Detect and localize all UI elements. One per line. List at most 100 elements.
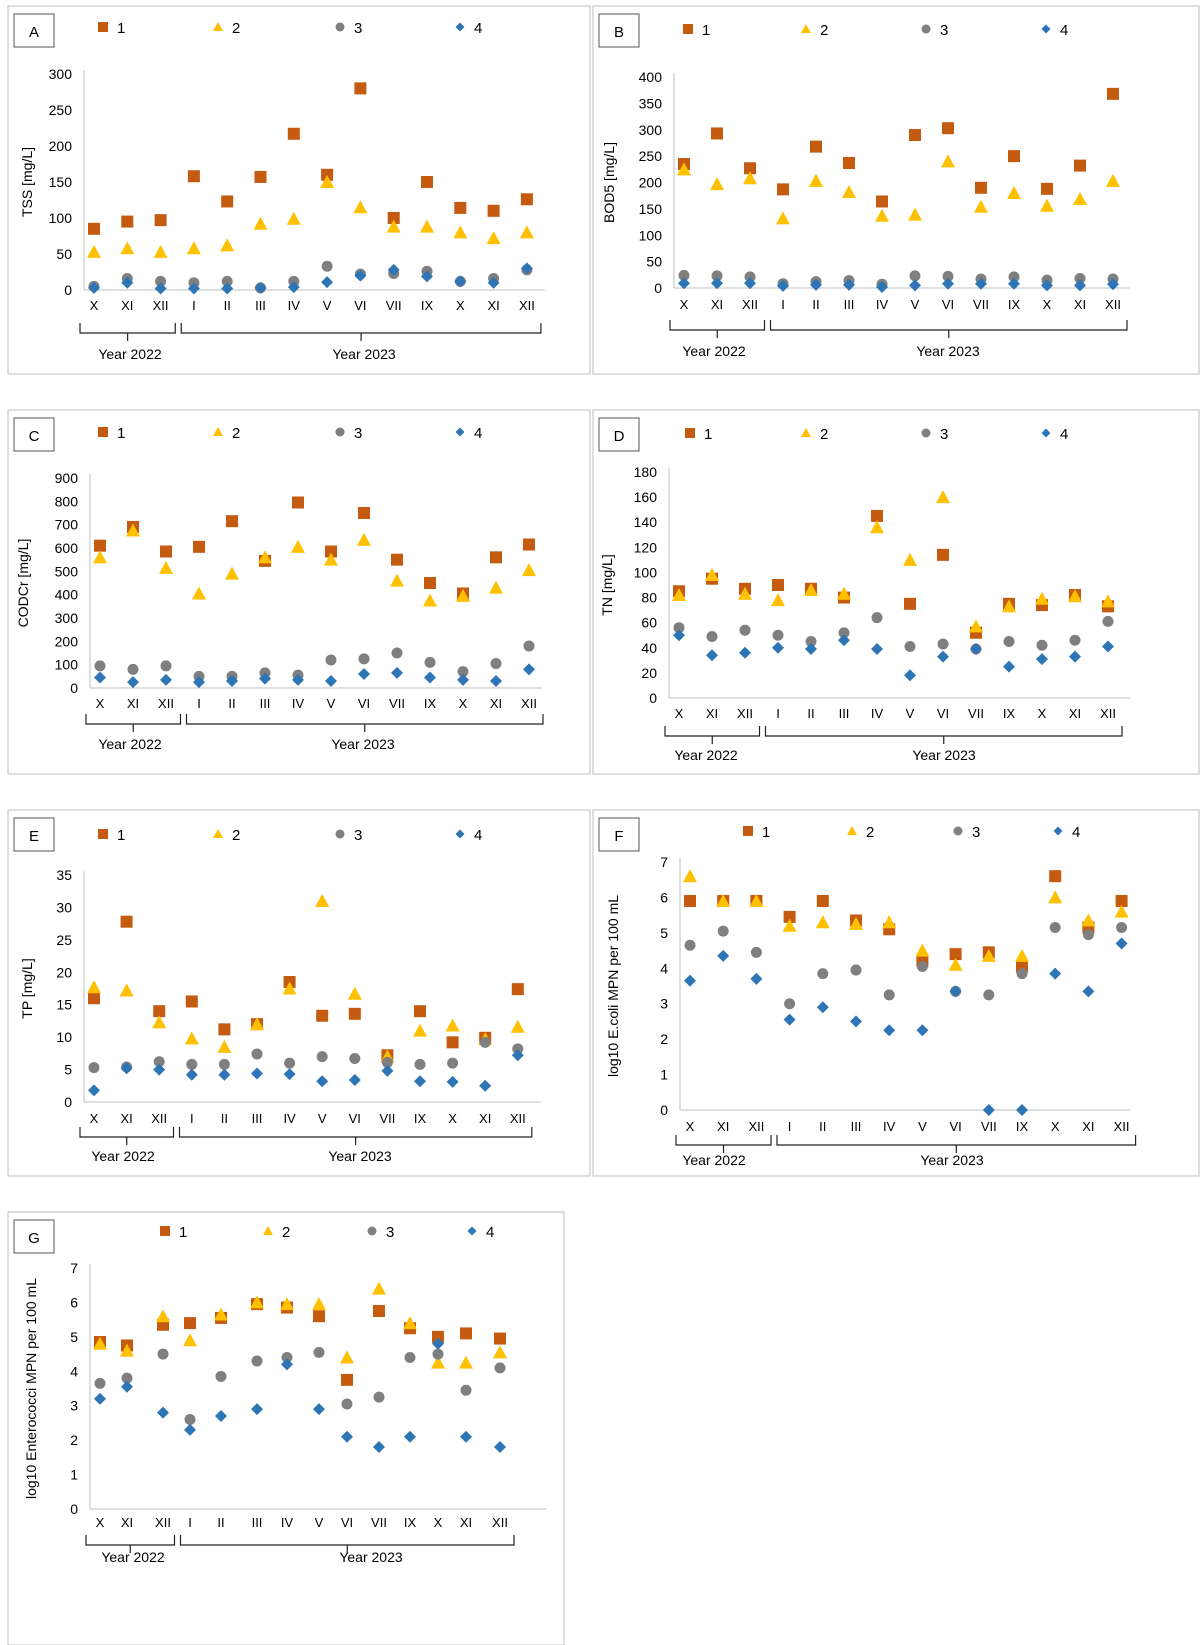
x-tick-label: III [260,696,271,711]
data-point-series-2 [489,580,503,594]
data-point-series-2 [456,588,470,602]
data-point-series-2 [152,1015,167,1029]
legend-label: 2 [820,426,828,443]
data-point-series-1 [909,129,921,142]
x-tick-label: IX [414,1111,427,1126]
data-point-series-4 [121,1380,133,1393]
year-2022-label: Year 2022 [674,747,738,763]
panel-letter: F [614,828,623,845]
y-tick-label: 4 [660,960,668,976]
panel-letter-box [13,1219,55,1254]
data-point-series-1 [120,915,133,928]
data-point-series-4 [218,1068,231,1081]
data-point-series-2 [519,225,534,239]
y-tick-label: 160 [634,489,658,505]
data-point-series-2 [153,244,168,258]
data-point-series-4 [94,1392,106,1405]
panel-letter: A [29,24,39,41]
data-point-series-4 [909,279,921,292]
legend-label: 2 [232,20,240,37]
legend-marker-3 [335,829,345,839]
legend-marker-4 [455,22,465,32]
data-point-series-2 [156,1309,170,1323]
y-tick-label: 100 [55,657,79,673]
x-tick-label: IV [871,706,884,721]
x-tick-label: XII [521,696,537,711]
panel-letter-box [598,817,640,852]
y-tick-label: 20 [641,665,657,681]
data-point-series-2 [420,219,434,233]
x-tick-label: IV [292,696,305,711]
x-tick-label: IX [424,696,437,711]
y-tick-label: 80 [641,590,657,606]
data-point-series-4 [121,276,134,289]
y-axis-label: BOD5 [mg/L] [601,142,617,223]
x-tick-label: I [188,1515,192,1530]
y-axis-label: TN [mg/L] [599,554,615,615]
data-point-series-4 [187,282,200,295]
data-point-series-2 [372,1281,386,1295]
data-point-series-3 [750,946,762,958]
panel-G: G 1 2 3 4 0 1 2 3 4 5 6 7 log10 Enterococci MPN per 1… [7,1211,565,1645]
data-point-series-2 [1015,948,1029,962]
data-point-series-2 [93,550,107,564]
data-point-series-2 [981,948,996,962]
y-tick-label: 0 [64,282,72,298]
y-tick-label: 200 [55,633,79,649]
panel-letter: D [614,428,625,445]
data-point-series-2 [220,238,235,252]
data-point-series-4 [750,972,763,985]
x-tick-label: XI [1069,706,1081,721]
data-point-series-1 [387,212,400,224]
year-2023-bracket [769,320,1128,338]
data-point-series-4 [154,282,167,295]
y-axis-label: TSS [mg/L] [19,147,35,217]
panel-border [592,5,1200,375]
data-point-series-4 [381,1064,394,1077]
x-tick-label: V [315,1515,324,1530]
legend-label: 2 [820,22,828,39]
y-tick-label: 20 [56,964,72,980]
x-tick-label: IV [283,1111,296,1126]
data-point-series-3 [457,666,469,678]
y-tick-label: 2 [70,1432,78,1448]
data-point-series-2 [941,154,955,168]
x-tick-label: X [90,1111,99,1126]
data-point-series-4 [772,641,784,654]
data-point-series-2 [1002,599,1016,613]
data-point-series-4 [678,277,690,290]
x-tick-label: XI [460,1515,472,1530]
data-point-series-4 [810,278,822,291]
data-point-series-4 [226,675,238,687]
data-point-series-2 [683,869,697,883]
x-tick-label: VI [349,1111,361,1126]
data-point-series-4 [673,629,685,642]
y-tick-label: 400 [639,69,663,85]
x-tick-label: II [807,706,814,721]
data-point-series-1 [810,140,822,153]
data-point-series-1 [1041,182,1053,195]
data-point-series-4 [520,262,533,275]
y-axis-label: log10 E.coli MPN per 100 mL [605,895,621,1077]
legend-marker-2 [213,22,223,31]
data-point-series-4 [454,275,467,288]
y-tick-label: 0 [64,1094,72,1110]
data-point-series-2 [677,162,691,176]
data-point-series-2 [1081,913,1096,927]
x-tick-label: XI [490,696,502,711]
legend-marker-1 [98,427,108,437]
data-point-series-4 [706,649,718,662]
data-point-series-2 [453,225,468,239]
data-point-series-2 [253,216,268,230]
data-point-series-1 [391,553,403,566]
data-point-series-3 [155,275,167,287]
year-2023-bracket [776,1135,1137,1153]
data-point-series-3 [153,1056,165,1068]
data-point-series-1 [876,195,888,208]
data-point-series-3 [381,1056,393,1068]
data-point-series-1 [354,82,367,95]
year-2023-label: Year 2023 [331,736,395,752]
year-2023-label: Year 2023 [332,346,396,362]
x-tick-label: X [448,1111,457,1126]
legend-marker-1 [683,24,693,34]
